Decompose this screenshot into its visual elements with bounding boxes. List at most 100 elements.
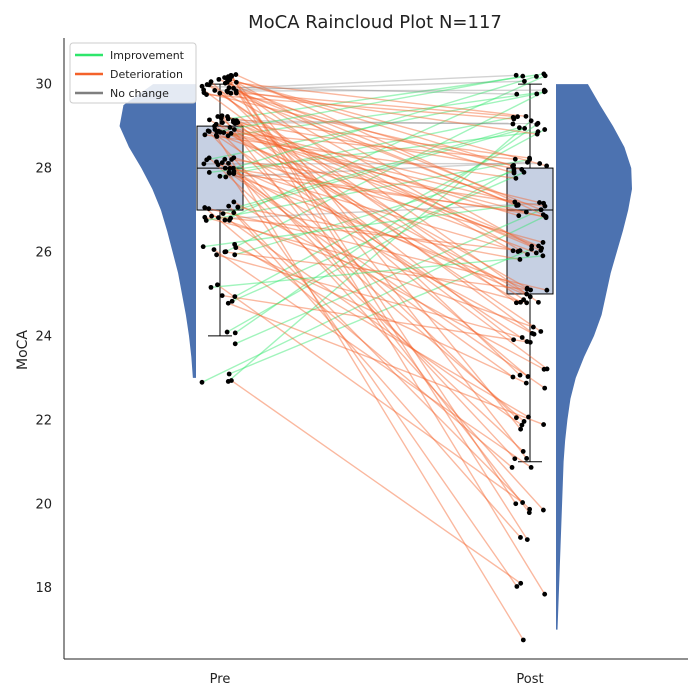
pair-line: [202, 85, 517, 95]
data-point: [229, 298, 235, 304]
pair-line: [208, 84, 514, 252]
pair-line: [225, 161, 528, 178]
data-point: [227, 77, 233, 83]
pair-line: [228, 87, 517, 207]
data-point: [537, 200, 542, 205]
pair-line: [234, 128, 546, 298]
pair-line: [217, 163, 519, 253]
data-point: [215, 282, 220, 288]
data-point: [542, 591, 548, 597]
data-point: [206, 155, 212, 161]
y-tick-label: 22: [35, 413, 52, 428]
pair-line: [209, 119, 521, 303]
pair-line: [234, 128, 542, 249]
data-point: [233, 72, 239, 77]
data-point: [516, 125, 522, 131]
data-point: [529, 243, 535, 249]
data-point: [525, 159, 530, 165]
pair-line: [229, 126, 540, 204]
pair-line: [233, 212, 521, 538]
data-point: [230, 118, 236, 123]
pair-line: [234, 122, 542, 333]
pair-line: [219, 116, 514, 177]
data-point: [512, 456, 518, 462]
pair-line: [236, 92, 515, 174]
data-point: [540, 507, 546, 513]
pair-line: [224, 82, 528, 255]
pair-line: [228, 73, 544, 120]
pair-line: [235, 246, 527, 384]
pair-line: [233, 172, 527, 213]
y-tick-label: 26: [35, 245, 52, 260]
pair-line: [225, 90, 546, 253]
data-point: [534, 74, 539, 79]
pair-line: [206, 158, 530, 222]
data-point: [540, 212, 546, 218]
data-point: [524, 300, 530, 306]
pair-line: [234, 209, 542, 345]
data-point: [219, 160, 225, 166]
data-point: [233, 79, 239, 85]
data-point: [518, 426, 524, 432]
pair-line: [231, 171, 525, 302]
pair-line: [216, 254, 523, 339]
pair-line: [206, 83, 525, 301]
data-point: [538, 329, 544, 334]
data-point: [537, 161, 543, 166]
pair-line: [228, 205, 531, 510]
data-point: [515, 249, 521, 254]
data-point: [534, 131, 540, 137]
pair-line: [214, 128, 516, 203]
data-point: [207, 117, 212, 123]
data-point: [527, 155, 532, 161]
pair-line: [233, 201, 545, 370]
pair-line: [222, 127, 525, 215]
data-point: [209, 213, 214, 219]
data-point: [226, 160, 231, 166]
y-tick-label: 18: [35, 581, 52, 596]
data-point: [233, 245, 239, 251]
pair-line: [224, 75, 546, 221]
pair-line: [208, 157, 524, 452]
pair-line: [233, 170, 533, 334]
data-point: [541, 87, 547, 93]
pair-line: [227, 81, 527, 118]
data-point: [226, 169, 232, 175]
data-point: [512, 156, 518, 162]
data-point: [214, 252, 220, 258]
data-point: [515, 202, 521, 208]
pair-line: [218, 78, 542, 211]
data-point: [518, 580, 524, 586]
pair-line: [224, 76, 513, 167]
data-point: [518, 535, 523, 540]
data-point: [538, 207, 544, 213]
data-point: [222, 249, 228, 255]
y-tick-label: 24: [35, 329, 52, 344]
data-point: [511, 116, 517, 122]
data-point: [544, 163, 550, 169]
pair-line: [227, 91, 518, 118]
data-point: [222, 217, 228, 223]
data-point: [513, 415, 519, 421]
data-point: [231, 210, 237, 216]
data-point: [226, 203, 232, 209]
pair-line: [217, 284, 524, 504]
data-point: [526, 510, 532, 516]
data-point: [522, 125, 528, 131]
data-point: [523, 113, 529, 119]
data-point: [216, 76, 222, 82]
data-point: [228, 90, 234, 96]
pair-line: [216, 136, 524, 641]
data-point: [229, 157, 235, 162]
data-point: [523, 380, 529, 386]
data-point: [516, 213, 522, 219]
data-point: [544, 366, 550, 372]
pair-line: [237, 206, 521, 261]
pair-line: [206, 93, 514, 120]
x-tick-label: Post: [516, 672, 543, 687]
data-point: [202, 132, 208, 138]
data-point: [521, 419, 527, 424]
data-point: [520, 637, 526, 643]
pair-line: [209, 130, 537, 254]
data-point: [214, 159, 219, 165]
